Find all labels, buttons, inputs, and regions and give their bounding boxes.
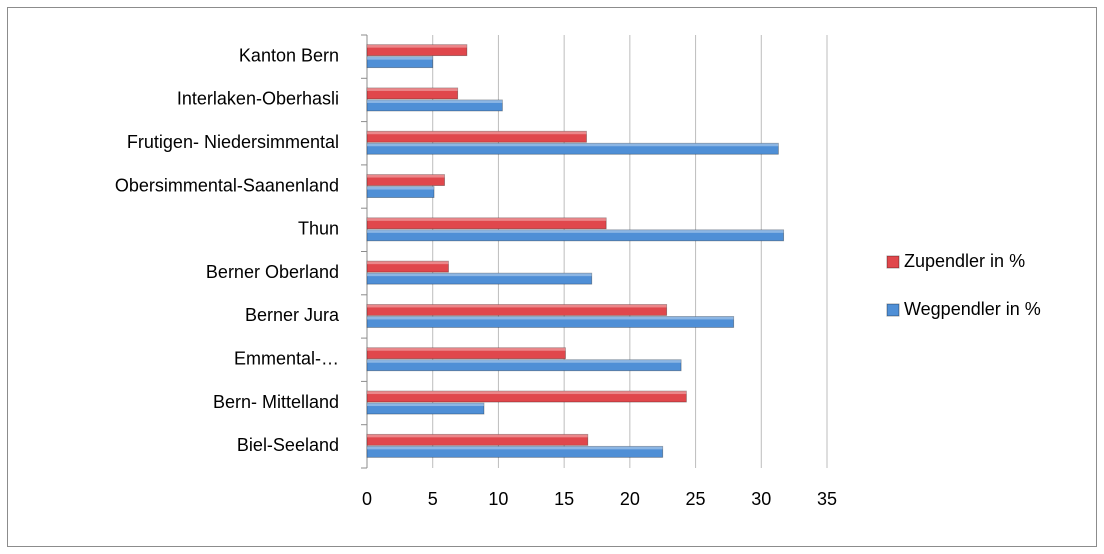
bar-highlight (367, 391, 687, 395)
bar (366, 87, 459, 100)
x-tick-label: 5 (428, 489, 438, 509)
y-tick-label: Kanton Bern (239, 45, 339, 65)
bar-highlight (367, 87, 458, 91)
bar (366, 217, 607, 230)
bar (366, 99, 503, 112)
x-tick-label: 0 (362, 489, 372, 509)
bar (366, 390, 687, 403)
bar-highlight (367, 359, 682, 363)
y-tick-label: Thun (298, 219, 339, 239)
x-tick-label: 20 (620, 489, 640, 509)
bar-highlight (367, 347, 566, 351)
bar-highlight (367, 44, 467, 48)
bar-highlight (367, 229, 784, 233)
bar (366, 44, 468, 57)
bar (366, 433, 589, 446)
x-tick-label: 30 (751, 489, 771, 509)
bar (366, 174, 445, 186)
bar-highlight (367, 56, 433, 60)
legend-swatch (886, 255, 900, 269)
x-tick-label: 10 (488, 489, 508, 509)
bar (366, 316, 735, 328)
bar (366, 142, 779, 155)
bar (366, 56, 434, 69)
bar-highlight (367, 143, 779, 147)
bar-highlight (367, 174, 445, 178)
legend-swatch (886, 303, 900, 317)
bar-highlight (367, 261, 449, 265)
bar (366, 272, 593, 285)
bar (366, 347, 566, 360)
bar-highlight (367, 403, 484, 407)
y-tick-label: Biel-Seeland (237, 435, 339, 455)
y-tick-label: Bern- Mittelland (213, 392, 339, 412)
bar (366, 402, 485, 415)
bar-highlight (367, 446, 663, 450)
x-tick-label: 35 (817, 489, 837, 509)
bar-highlight (367, 304, 667, 308)
bar-highlight (367, 273, 592, 277)
x-tick-label: 25 (686, 489, 706, 509)
y-tick-label: Berner Oberland (206, 262, 339, 282)
bar-highlight (367, 186, 435, 190)
bar (366, 186, 435, 198)
bar (366, 304, 668, 316)
y-tick-label: Interlaken-Oberhasli (177, 89, 339, 109)
bar-highlight (367, 131, 587, 135)
bar (366, 445, 664, 458)
bar (366, 229, 785, 242)
y-tick-label: Frutigen- Niedersimmental (127, 132, 339, 152)
bar-highlight (367, 217, 607, 221)
bar (366, 359, 682, 372)
bar (366, 130, 587, 143)
x-tick-label: 15 (554, 489, 574, 509)
y-tick-label: Obersimmental-Saanenland (115, 175, 339, 195)
legend-label: Zupendler in % (904, 251, 1025, 271)
bar-highlight (367, 316, 734, 320)
bar (366, 260, 449, 273)
legend-label: Wegpendler in % (904, 299, 1041, 319)
y-tick-label: Emmental-… (234, 349, 339, 369)
bar-highlight (367, 99, 503, 103)
y-tick-label: Berner Jura (245, 305, 340, 325)
bar-highlight (367, 434, 588, 438)
